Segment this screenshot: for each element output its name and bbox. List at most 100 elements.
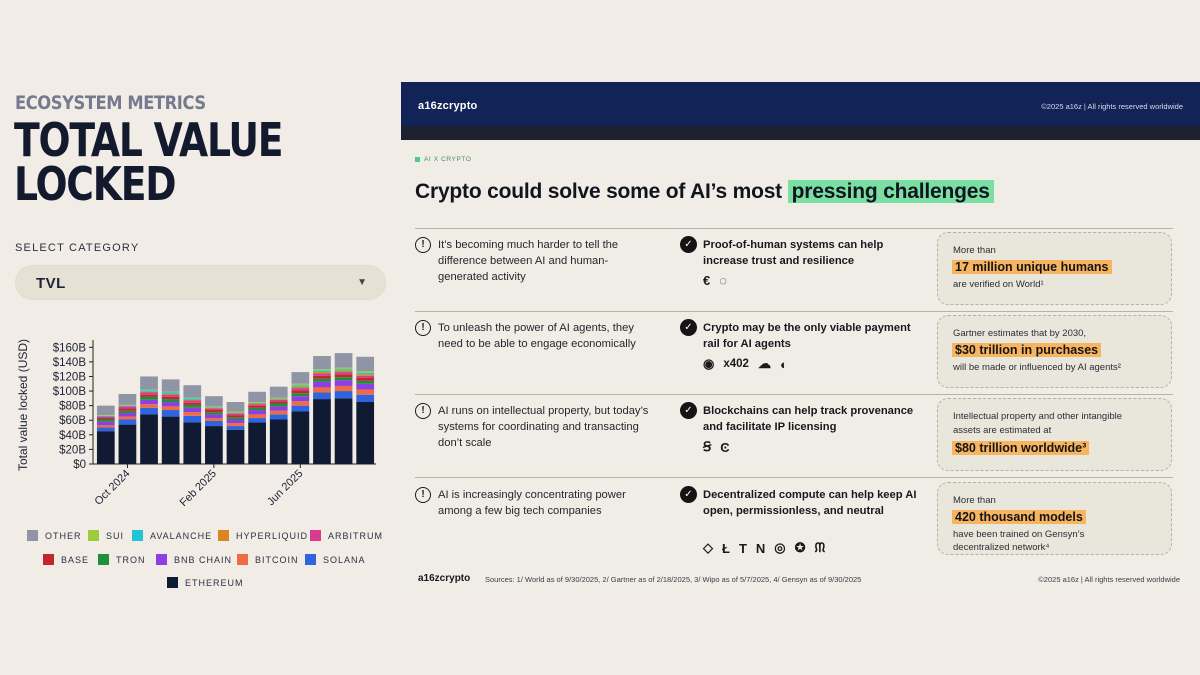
n-logo-icon: N bbox=[755, 540, 766, 556]
bar-segment-avalanche bbox=[183, 398, 202, 400]
bar-segment-other bbox=[248, 391, 266, 402]
y-tick-label: $0 bbox=[73, 459, 86, 471]
bar-segment-bnb-chain bbox=[205, 414, 223, 419]
bar-segment-base bbox=[356, 377, 375, 381]
bar-segment-other bbox=[313, 356, 331, 370]
legend-item-solana: SOLANA bbox=[305, 554, 366, 565]
bar-segment-sui bbox=[118, 404, 137, 406]
exclamation-circle-icon: ! bbox=[415, 403, 431, 419]
bar-segment-sui bbox=[356, 371, 375, 373]
bar-segment-bitcoin bbox=[183, 412, 202, 416]
bar-segment-avalanche bbox=[226, 412, 245, 413]
bar-segment-bnb-chain bbox=[269, 406, 288, 411]
bar-segment-solana bbox=[291, 405, 310, 412]
bar-segment-ethereum bbox=[161, 416, 180, 464]
bar-segment-sui bbox=[205, 406, 223, 408]
bar-segment-base bbox=[226, 415, 245, 418]
challenge-row: ! AI runs on intellectual property, but t… bbox=[401, 395, 1200, 479]
bar-segment-solana bbox=[313, 392, 331, 400]
footer-copyright: ©2025 a16z | All rights reserved worldwi… bbox=[1038, 575, 1180, 584]
challenge-row: ! To unleash the power of AI agents, they… bbox=[401, 312, 1200, 396]
row-divider bbox=[415, 228, 1173, 229]
legend-item-hyperliquid: HYPERLIQUID bbox=[218, 530, 308, 541]
exclamation-circle-icon: ! bbox=[415, 320, 431, 336]
bar-segment-sui bbox=[291, 383, 310, 386]
bar-segment-avalanche bbox=[118, 405, 137, 407]
bar-segment-hyperliquid bbox=[226, 412, 245, 414]
stat-intro-text: More than bbox=[953, 245, 996, 256]
solution-text: Blockchains can help track provenance an… bbox=[703, 405, 914, 433]
legend-item-other: OTHER bbox=[27, 530, 82, 541]
legend-label: SOLANA bbox=[323, 554, 366, 565]
bar-segment-ethereum bbox=[140, 414, 158, 464]
bar-segment-arbitrum bbox=[269, 399, 288, 402]
legend-swatch bbox=[88, 530, 99, 541]
bar-segment-solana bbox=[248, 418, 266, 423]
legend-label: ETHEREUM bbox=[185, 577, 244, 588]
partner-logos: ◉ x402 ☁ ◐ bbox=[703, 356, 788, 372]
chevron-down-icon: ▼ bbox=[357, 277, 367, 288]
legend-label: BITCOIN bbox=[255, 554, 299, 565]
y-tick-label: $120B bbox=[53, 371, 87, 383]
bar-segment-hyperliquid bbox=[356, 374, 375, 376]
bar-segment-ethereum bbox=[313, 399, 331, 464]
bar-segment-sui bbox=[226, 411, 245, 413]
select-category-label: SELECT CATEGORY bbox=[15, 242, 140, 254]
bar-segment-base bbox=[118, 408, 137, 411]
bar-segment-sui bbox=[334, 367, 353, 370]
partner-logos: € ◌ bbox=[703, 273, 727, 288]
exclamation-circle-icon: ! bbox=[415, 487, 431, 503]
solution-text: Decentralized compute can help keep AI o… bbox=[703, 489, 917, 517]
bar-segment-other bbox=[205, 396, 223, 407]
bar-segment-bnb-chain bbox=[140, 399, 158, 405]
bar-segment-tron bbox=[313, 378, 331, 382]
stat-intro-text: More than bbox=[953, 495, 996, 506]
bar-segment-bitcoin bbox=[118, 416, 137, 420]
y-tick-label: $20B bbox=[59, 444, 86, 456]
category-select[interactable]: TVL ▼ bbox=[15, 265, 386, 300]
bar-segment-solana bbox=[269, 414, 288, 420]
bar-segment-arbitrum bbox=[226, 413, 245, 416]
bar-segment-tron bbox=[356, 380, 375, 384]
bar-segment-avalanche bbox=[291, 385, 310, 387]
bar-segment-sui bbox=[140, 389, 158, 391]
legend-label: OTHER bbox=[45, 530, 82, 541]
bar-segment-solana bbox=[205, 420, 223, 427]
bar-segment-other bbox=[183, 385, 202, 398]
y-tick-label: $140B bbox=[53, 357, 87, 369]
stat-intro-text-2: assets are estimated at bbox=[953, 425, 1052, 436]
legend-label: HYPERLIQUID bbox=[236, 530, 309, 541]
legend-swatch bbox=[156, 554, 167, 565]
legend-label: ARBITRUM bbox=[328, 530, 383, 541]
slide-header-stripe bbox=[401, 126, 1200, 140]
page-title: TOTAL VALUE LOCKED bbox=[14, 117, 284, 207]
bar-segment-avalanche bbox=[96, 415, 115, 417]
bar-segment-hyperliquid bbox=[248, 403, 266, 405]
bar-segment-hyperliquid bbox=[161, 393, 180, 395]
legend-item-tron: TRON bbox=[98, 554, 146, 565]
header-copyright: ©2025 a16z | All rights reserved worldwi… bbox=[1041, 102, 1183, 111]
bar-segment-avalanche bbox=[356, 372, 375, 375]
slide-headline: Crypto could solve some of AI’s most pre… bbox=[415, 180, 994, 204]
bar-segment-avalanche bbox=[313, 370, 331, 373]
bar-segment-sui bbox=[248, 402, 266, 403]
bar-segment-base bbox=[269, 401, 288, 404]
bar-segment-tron bbox=[205, 412, 223, 415]
bar-segment-avalanche bbox=[269, 398, 288, 400]
stat-highlight: $30 trillion in purchases bbox=[952, 343, 1102, 357]
bar-segment-bnb-chain bbox=[334, 380, 353, 386]
challenge-row: ! AI is increasingly concentrating power … bbox=[401, 479, 1200, 563]
bar-segment-ethereum bbox=[96, 431, 115, 464]
headline-highlight: pressing challenges bbox=[787, 180, 994, 203]
stat-outro-text: will be made or influenced by AI agents² bbox=[953, 362, 1121, 373]
creature-logo-icon: ᙏ bbox=[814, 540, 826, 555]
problem-text: To unleash the power of AI agents, they … bbox=[438, 322, 636, 350]
legend-swatch bbox=[27, 530, 38, 541]
bar-segment-bitcoin bbox=[269, 410, 288, 415]
l-logo-icon: Ł bbox=[722, 540, 730, 556]
slide-ai-x-crypto: a16zcrypto ©2025 a16z | All rights reser… bbox=[401, 82, 1200, 592]
bar-segment-arbitrum bbox=[313, 373, 331, 376]
bar-segment-solana bbox=[334, 391, 353, 399]
bar-segment-bnb-chain bbox=[96, 421, 115, 426]
